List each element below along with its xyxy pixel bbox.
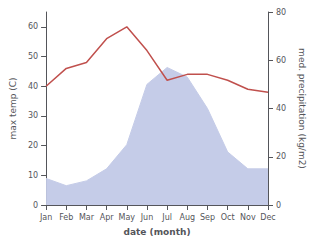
svg-text:40: 40 [28, 82, 38, 91]
svg-text:Jul: Jul [161, 213, 172, 222]
svg-text:40: 40 [276, 104, 286, 113]
svg-text:Nov: Nov [240, 213, 256, 222]
svg-text:Jan: Jan [39, 213, 52, 222]
svg-text:20: 20 [276, 152, 286, 161]
svg-text:Oct: Oct [221, 213, 235, 222]
svg-text:0: 0 [276, 201, 281, 210]
svg-text:max temp (C): max temp (C) [8, 77, 18, 139]
svg-text:Jun: Jun [140, 213, 154, 222]
svg-text:Sep: Sep [200, 213, 215, 222]
svg-text:10: 10 [28, 171, 38, 180]
svg-text:20: 20 [28, 141, 38, 150]
svg-text:Feb: Feb [59, 213, 73, 222]
svg-text:Apr: Apr [100, 213, 115, 222]
svg-text:May: May [119, 213, 136, 222]
svg-text:50: 50 [28, 52, 38, 61]
svg-text:Mar: Mar [79, 213, 95, 222]
svg-text:Aug: Aug [179, 213, 195, 222]
svg-text:60: 60 [28, 22, 38, 31]
svg-text:Dec: Dec [260, 213, 275, 222]
svg-text:med. precipitation (kg/m2): med. precipitation (kg/m2) [297, 48, 307, 169]
svg-text:30: 30 [28, 111, 38, 120]
svg-text:date (month): date (month) [124, 227, 191, 237]
svg-text:80: 80 [276, 8, 286, 17]
svg-text:60: 60 [276, 56, 286, 65]
svg-text:0: 0 [33, 201, 38, 210]
